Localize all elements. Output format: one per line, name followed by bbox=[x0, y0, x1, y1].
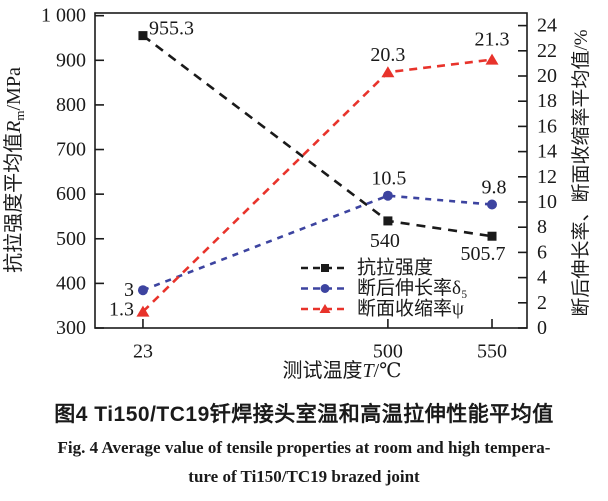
tensile-strength-marker bbox=[138, 31, 148, 41]
y-left-tick-label: 400 bbox=[56, 272, 86, 294]
x-tick-label: 500 bbox=[373, 341, 403, 363]
figure-caption: 图4 Ti150/TC19钎焊接头室温和高温拉伸性能平均值 Fig. 4 Ave… bbox=[0, 402, 608, 489]
reduction-of-area-marker bbox=[485, 53, 499, 65]
y-right-tick-label: 8 bbox=[537, 216, 547, 238]
y-right-tick-label: 22 bbox=[537, 40, 557, 62]
caption-chinese: 图4 Ti150/TC19钎焊接头室温和高温拉伸性能平均值 bbox=[54, 403, 554, 426]
elongation-marker bbox=[487, 199, 498, 210]
caption-english-line1: Fig. 4 Average value of tensile properti… bbox=[57, 438, 551, 457]
y-left-axis-title: 抗拉强度平均值Rm/MPa bbox=[2, 67, 27, 273]
y-right-axis-title: 断后伸长率、断面收缩率平均值/% bbox=[570, 29, 592, 316]
reduction-of-area-value-label: 21.3 bbox=[475, 29, 510, 51]
y-right-tick-label: 18 bbox=[537, 90, 557, 112]
legend-tensile-strength-label: 抗拉强度 bbox=[357, 257, 433, 279]
legend-tensile-strength-marker bbox=[321, 264, 329, 272]
reduction-of-area-value-label: 1.3 bbox=[109, 299, 134, 321]
y-right-tick-label: 10 bbox=[537, 191, 557, 213]
elongation-marker bbox=[137, 285, 148, 296]
tensile-strength-marker bbox=[487, 231, 497, 241]
x-axis-title: 测试温度T/℃ bbox=[282, 359, 401, 382]
y-right-tick-label: 14 bbox=[537, 141, 557, 163]
y-left-tick-label: 800 bbox=[56, 94, 86, 116]
y-left-tick-label: 1 000 bbox=[41, 5, 86, 27]
y-left-tick-label: 700 bbox=[56, 139, 86, 161]
reduction-of-area-value-label: 20.3 bbox=[370, 44, 405, 66]
y-left-tick-label: 900 bbox=[56, 49, 86, 71]
y-right-tick-label: 16 bbox=[537, 115, 557, 137]
y-left-tick-label: 300 bbox=[56, 317, 86, 339]
tensile-strength-value-label: 505.7 bbox=[461, 243, 506, 265]
legend-reduction-of-area-marker bbox=[319, 304, 331, 313]
elongation-marker bbox=[382, 190, 393, 201]
elongation-value-label: 9.8 bbox=[482, 177, 507, 199]
series-elongation-line bbox=[142, 194, 493, 292]
elongation-value-label: 3 bbox=[124, 279, 134, 301]
tensile-strength-value-label: 540 bbox=[370, 230, 400, 252]
x-tick-label: 550 bbox=[477, 341, 507, 363]
tensile-strength-marker bbox=[383, 216, 393, 226]
tensile-properties-chart: 955.3 540 505.7 3 10.5 9.8 1.3 20.3 21.3 300 400 50… bbox=[2, 5, 592, 382]
reduction-of-area-marker bbox=[381, 66, 395, 78]
legend-reduction-of-area-label: 断面收缩率ψ bbox=[357, 298, 464, 320]
y-right-tick-label: 6 bbox=[537, 241, 547, 263]
legend-elongation-label: 断后伸长率δ₅ bbox=[357, 277, 468, 299]
y-right-tick-label: 24 bbox=[537, 15, 557, 37]
reduction-of-area-marker bbox=[136, 305, 150, 317]
y-right-tick-label: 12 bbox=[537, 166, 557, 188]
y-left-tick-label: 500 bbox=[56, 228, 86, 250]
plot-frame bbox=[94, 12, 528, 329]
y-right-tick-label: 2 bbox=[537, 292, 547, 314]
elongation-value-label: 10.5 bbox=[371, 168, 406, 190]
y-left-tick-label: 600 bbox=[56, 183, 86, 205]
y-right-tick-label: 20 bbox=[537, 65, 557, 87]
x-tick-label: 23 bbox=[133, 341, 153, 363]
y-right-tick-label: 0 bbox=[537, 317, 547, 339]
tensile-strength-value-label: 955.3 bbox=[149, 18, 194, 40]
legend-elongation-marker bbox=[320, 284, 330, 293]
y-right-tick-label: 4 bbox=[537, 267, 547, 289]
caption-english-line2: ture of Ti150/TC19 brazed joint bbox=[188, 467, 420, 486]
series-reduction-of-area-line bbox=[142, 58, 493, 313]
